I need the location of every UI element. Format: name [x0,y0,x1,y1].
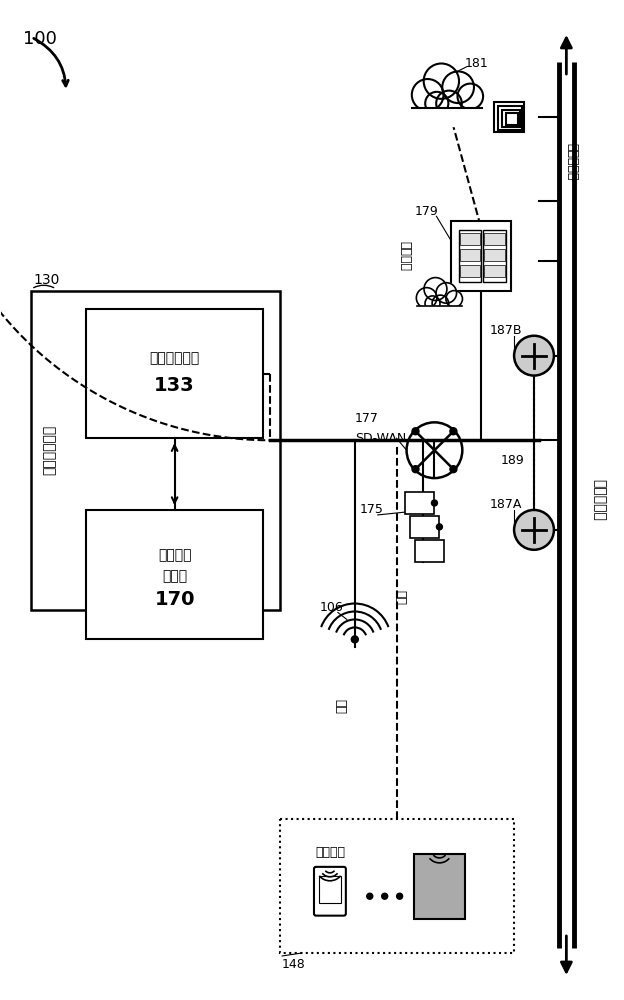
Circle shape [450,466,457,473]
Circle shape [424,63,459,99]
Text: 无线: 无线 [333,699,346,714]
Text: 177: 177 [355,412,379,425]
Text: SD-WAN: SD-WAN [355,432,406,445]
Bar [459,249,480,261]
Circle shape [412,466,419,473]
Bar [31,291,280,610]
Text: 170: 170 [154,590,195,609]
Circle shape [397,893,402,899]
Bar [409,516,439,538]
Bar [411,108,478,126]
Bar [494,102,524,132]
Bar [484,265,505,277]
Text: 179: 179 [414,205,438,218]
Text: 数据中心: 数据中心 [398,241,411,271]
Bar [459,233,480,245]
Text: 有线: 有线 [393,590,406,605]
Text: 130: 130 [33,273,60,287]
Text: 106: 106 [320,601,344,614]
Text: 189: 189 [501,454,525,467]
Circle shape [431,500,437,506]
Circle shape [436,91,462,116]
Bar [506,113,518,125]
Circle shape [450,428,457,435]
Circle shape [425,296,440,311]
Bar [86,510,263,639]
Bar [414,540,444,562]
Text: 用户设备: 用户设备 [315,846,345,859]
Bar [484,233,505,245]
Text: 服务器: 服务器 [162,570,187,584]
Circle shape [436,283,457,303]
Text: 133: 133 [154,376,195,395]
Bar [404,492,434,514]
Text: 181: 181 [464,57,488,70]
Text: 175: 175 [360,503,384,516]
Text: 多个云应用: 多个云应用 [565,143,578,180]
Text: 148: 148 [282,958,306,971]
Bar [319,876,341,903]
Circle shape [351,636,358,643]
Circle shape [514,336,554,376]
Bar [86,309,263,438]
Circle shape [446,291,462,307]
FancyBboxPatch shape [314,867,346,916]
Text: 位置确定: 位置确定 [158,548,192,562]
Text: 虚拟网络助理: 虚拟网络助理 [150,352,200,366]
Circle shape [367,893,373,899]
Circle shape [412,428,419,435]
Text: 连接安全性: 连接安全性 [592,479,606,521]
Bar [414,854,466,919]
Bar [483,230,505,282]
Circle shape [416,288,437,308]
Circle shape [457,84,483,109]
Circle shape [412,79,444,111]
Text: 网络管理系统: 网络管理系统 [42,425,56,475]
Bar [484,249,505,261]
Text: 100: 100 [23,30,57,48]
Circle shape [432,295,449,312]
Bar [459,265,480,277]
Bar [451,221,511,291]
Bar [502,110,520,127]
Bar [498,106,522,130]
Text: 187A: 187A [489,498,522,511]
Bar [416,306,459,318]
Circle shape [442,71,474,103]
Circle shape [425,92,449,115]
Circle shape [436,524,442,530]
Circle shape [514,510,554,550]
Circle shape [424,278,447,300]
Circle shape [382,893,388,899]
Text: 187B: 187B [489,324,522,337]
Bar [280,819,514,953]
Bar [459,230,481,282]
